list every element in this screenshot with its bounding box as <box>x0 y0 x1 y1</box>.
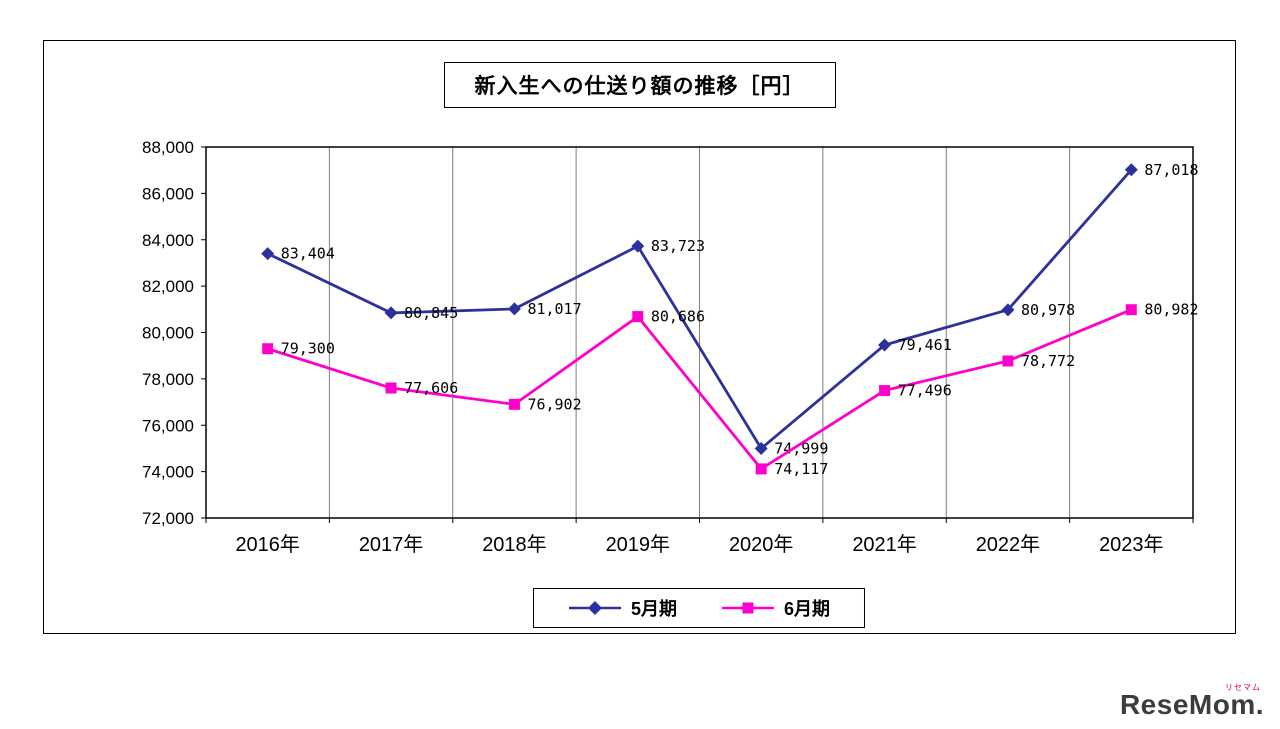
data-label: 80,978 <box>1021 301 1075 319</box>
data-label: 80,686 <box>651 308 705 326</box>
legend-label-may: 5月期 <box>630 599 677 619</box>
diamond-marker <box>631 239 645 253</box>
data-label: 83,404 <box>281 245 335 263</box>
y-tick-label: 74,000 <box>142 463 194 482</box>
chart-title: 新入生への仕送り額の推移［円］ <box>443 62 836 108</box>
data-label: 77,496 <box>898 382 952 400</box>
square-marker <box>1002 355 1014 367</box>
chart-title-text: 新入生への仕送り額の推移［円］ <box>474 75 805 98</box>
y-tick-label: 82,000 <box>142 277 194 296</box>
x-category-label: 2021年 <box>852 533 917 556</box>
x-category-label: 2020年 <box>729 533 794 556</box>
square-marker <box>385 382 397 394</box>
resemom-logo-text: ReseMom. <box>1119 689 1264 720</box>
series-line-5月期 <box>267 168 1133 451</box>
diamond-marker <box>1124 163 1138 177</box>
diamond-marker <box>507 302 521 316</box>
legend-item-june: 6月期 <box>721 595 830 621</box>
data-label: 81,017 <box>527 300 581 318</box>
data-label: 79,461 <box>898 336 952 354</box>
data-label: 76,902 <box>527 395 581 413</box>
x-category-label: 2023年 <box>1099 533 1164 556</box>
resemom-logo: リセマム ReseMom. <box>1119 683 1264 721</box>
chart-legend: 5月期 6月期 <box>532 588 866 628</box>
diamond-marker <box>754 441 768 455</box>
data-label: 78,772 <box>1021 352 1075 370</box>
square-marker <box>1125 304 1137 316</box>
diamond-marker <box>261 247 275 261</box>
diamond-marker <box>878 338 892 352</box>
resemom-logo-ruby: リセマム <box>1225 683 1261 692</box>
square-marker <box>879 385 891 397</box>
y-tick-label: 86,000 <box>142 184 194 203</box>
series-line-6月期 <box>267 308 1132 471</box>
square-marker <box>262 343 274 355</box>
data-label: 87,018 <box>1144 161 1198 179</box>
y-tick-label: 76,000 <box>142 416 194 435</box>
y-tick-label: 72,000 <box>142 509 194 528</box>
x-category-label: 2022年 <box>976 533 1041 556</box>
data-label: 80,845 <box>404 304 458 322</box>
x-category-label: 2019年 <box>606 533 671 556</box>
legend-label-june: 6月期 <box>784 599 831 619</box>
y-tick-label: 84,000 <box>142 231 194 250</box>
legend-item-may: 5月期 <box>568 595 677 621</box>
square-marker <box>632 311 644 323</box>
y-tick-label: 78,000 <box>142 370 194 389</box>
legend-marker-june-square-icon <box>722 602 774 614</box>
data-label: 74,117 <box>774 460 828 478</box>
x-category-label: 2016年 <box>235 533 300 556</box>
diamond-marker <box>1001 303 1015 317</box>
data-label: 80,982 <box>1144 301 1198 319</box>
chart-frame: 新入生への仕送り額の推移［円］ 72,000 74,000 76,000 78,000… <box>43 40 1236 634</box>
y-tick-label: 88,000 <box>142 138 194 157</box>
x-category-label: 2018年 <box>482 533 547 556</box>
data-label: 83,723 <box>651 237 705 255</box>
legend-marker-may-diamond-icon <box>568 601 621 615</box>
line-chart-plot: 72,000 74,000 76,000 78,000 80,000 82,000 84,0… <box>142 138 1199 556</box>
x-category-label: 2017年 <box>359 533 424 556</box>
y-tick-label: 80,000 <box>142 324 194 343</box>
square-marker <box>755 463 767 475</box>
square-marker <box>508 398 520 410</box>
data-label: 79,300 <box>281 340 335 358</box>
diamond-marker <box>384 306 398 320</box>
data-label: 77,606 <box>404 379 458 397</box>
